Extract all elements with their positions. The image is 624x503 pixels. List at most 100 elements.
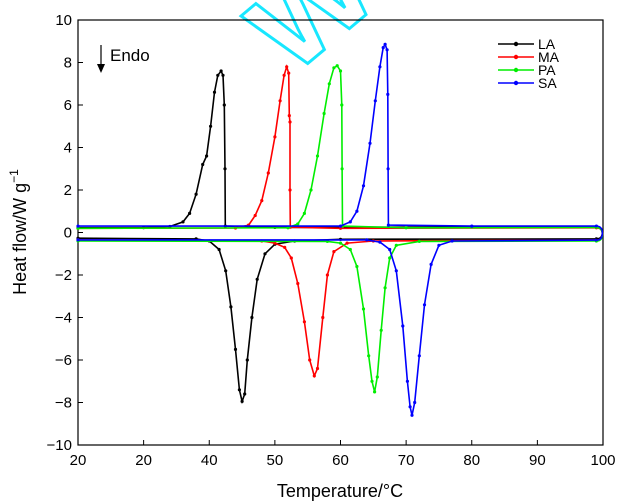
data-point	[229, 305, 233, 309]
series-group	[76, 42, 604, 417]
y-tick-label: 4	[64, 140, 72, 157]
data-point	[302, 211, 306, 215]
data-point	[417, 239, 421, 243]
y-tick-label: −2	[55, 267, 72, 284]
data-point	[188, 211, 192, 215]
data-point	[379, 328, 383, 332]
data-point	[338, 69, 343, 73]
x-tick-label: 90	[529, 452, 546, 469]
data-point	[250, 315, 254, 320]
watermark: www	[204, 0, 581, 102]
x-tick-label: 50	[267, 452, 284, 469]
loop-end-sa	[596, 225, 604, 241]
data-point	[386, 167, 390, 171]
data-point	[245, 358, 249, 362]
x-tick-label: 40	[201, 452, 218, 469]
legend-label-pa: PA	[538, 62, 556, 78]
data-point	[394, 269, 398, 273]
data-point	[410, 413, 414, 417]
x-tick-label: 20	[70, 452, 87, 469]
series-line-la-cooling	[77, 69, 597, 229]
data-point	[76, 226, 80, 230]
data-point	[361, 307, 366, 311]
data-point	[308, 358, 312, 362]
x-tick-label: 70	[398, 452, 415, 469]
endo-annotation: Endo	[97, 45, 150, 73]
data-point	[285, 65, 289, 69]
y-axis: −10 −8 −6 −4 −2 0 2 4 6 8 10	[47, 12, 83, 454]
data-point	[378, 240, 382, 244]
data-point	[370, 379, 374, 383]
data-point	[278, 99, 282, 103]
data-point	[253, 213, 257, 218]
x-tick-label: 80	[463, 452, 480, 469]
data-point	[338, 224, 343, 228]
data-point	[332, 250, 336, 254]
series-line-pa-heating	[77, 240, 597, 393]
data-point	[338, 241, 343, 245]
data-point	[309, 188, 313, 192]
y-tick-label: 2	[64, 182, 72, 199]
data-point	[383, 42, 387, 47]
legend-label-ma: MA	[538, 49, 560, 65]
data-point	[367, 354, 371, 358]
endo-label: Endo	[110, 46, 150, 65]
data-point	[312, 374, 316, 378]
data-point	[383, 286, 387, 290]
data-point	[266, 171, 270, 175]
data-point	[386, 92, 390, 96]
data-point	[437, 243, 441, 247]
data-point	[288, 188, 292, 192]
data-point	[381, 46, 385, 50]
data-point	[322, 111, 326, 116]
data-point	[327, 82, 331, 86]
data-point	[216, 73, 220, 77]
data-point	[408, 405, 412, 409]
data-point	[243, 392, 247, 396]
series-line-ma-cooling	[77, 64, 597, 230]
data-point	[209, 124, 213, 128]
legend-marker	[513, 67, 519, 73]
data-point	[282, 73, 286, 77]
data-point	[386, 223, 390, 227]
y-tick-label: −10	[47, 437, 72, 454]
data-point	[222, 103, 226, 107]
y-tick-label: 0	[64, 225, 72, 242]
data-point	[287, 71, 291, 75]
data-point	[388, 256, 392, 260]
data-point	[273, 135, 277, 139]
y-tick-label: 10	[55, 12, 72, 29]
data-point	[355, 264, 359, 269]
legend-label-la: LA	[538, 36, 556, 52]
data-point	[288, 120, 292, 124]
data-point	[338, 226, 343, 230]
data-point	[429, 262, 433, 266]
data-point	[450, 239, 454, 243]
y-tick-label: 6	[64, 97, 72, 114]
data-point	[335, 64, 339, 68]
data-point	[422, 303, 427, 307]
y-tick-label: −4	[55, 310, 72, 327]
data-point	[365, 238, 369, 242]
data-point	[233, 347, 238, 351]
data-point	[373, 390, 377, 394]
data-point	[76, 238, 80, 242]
data-point	[470, 224, 474, 228]
data-point	[332, 66, 336, 70]
x-axis-label: Temperature/°C	[277, 481, 403, 501]
series-line-sa-heating	[78, 239, 597, 416]
y-tick-label: 8	[64, 55, 72, 72]
y-axis-label-main: Heat flow/W g	[10, 183, 30, 295]
data-point	[205, 154, 209, 158]
data-point	[340, 167, 344, 171]
data-point	[260, 199, 264, 203]
data-point	[212, 90, 217, 94]
data-point	[223, 167, 227, 171]
data-point	[315, 366, 320, 371]
data-point	[221, 73, 225, 77]
y-axis-label: Heat flow/W g−1	[7, 169, 30, 295]
y-tick-label: −8	[55, 395, 72, 412]
y-tick-label: −6	[55, 352, 72, 369]
x-tick-label: 100	[590, 452, 615, 469]
